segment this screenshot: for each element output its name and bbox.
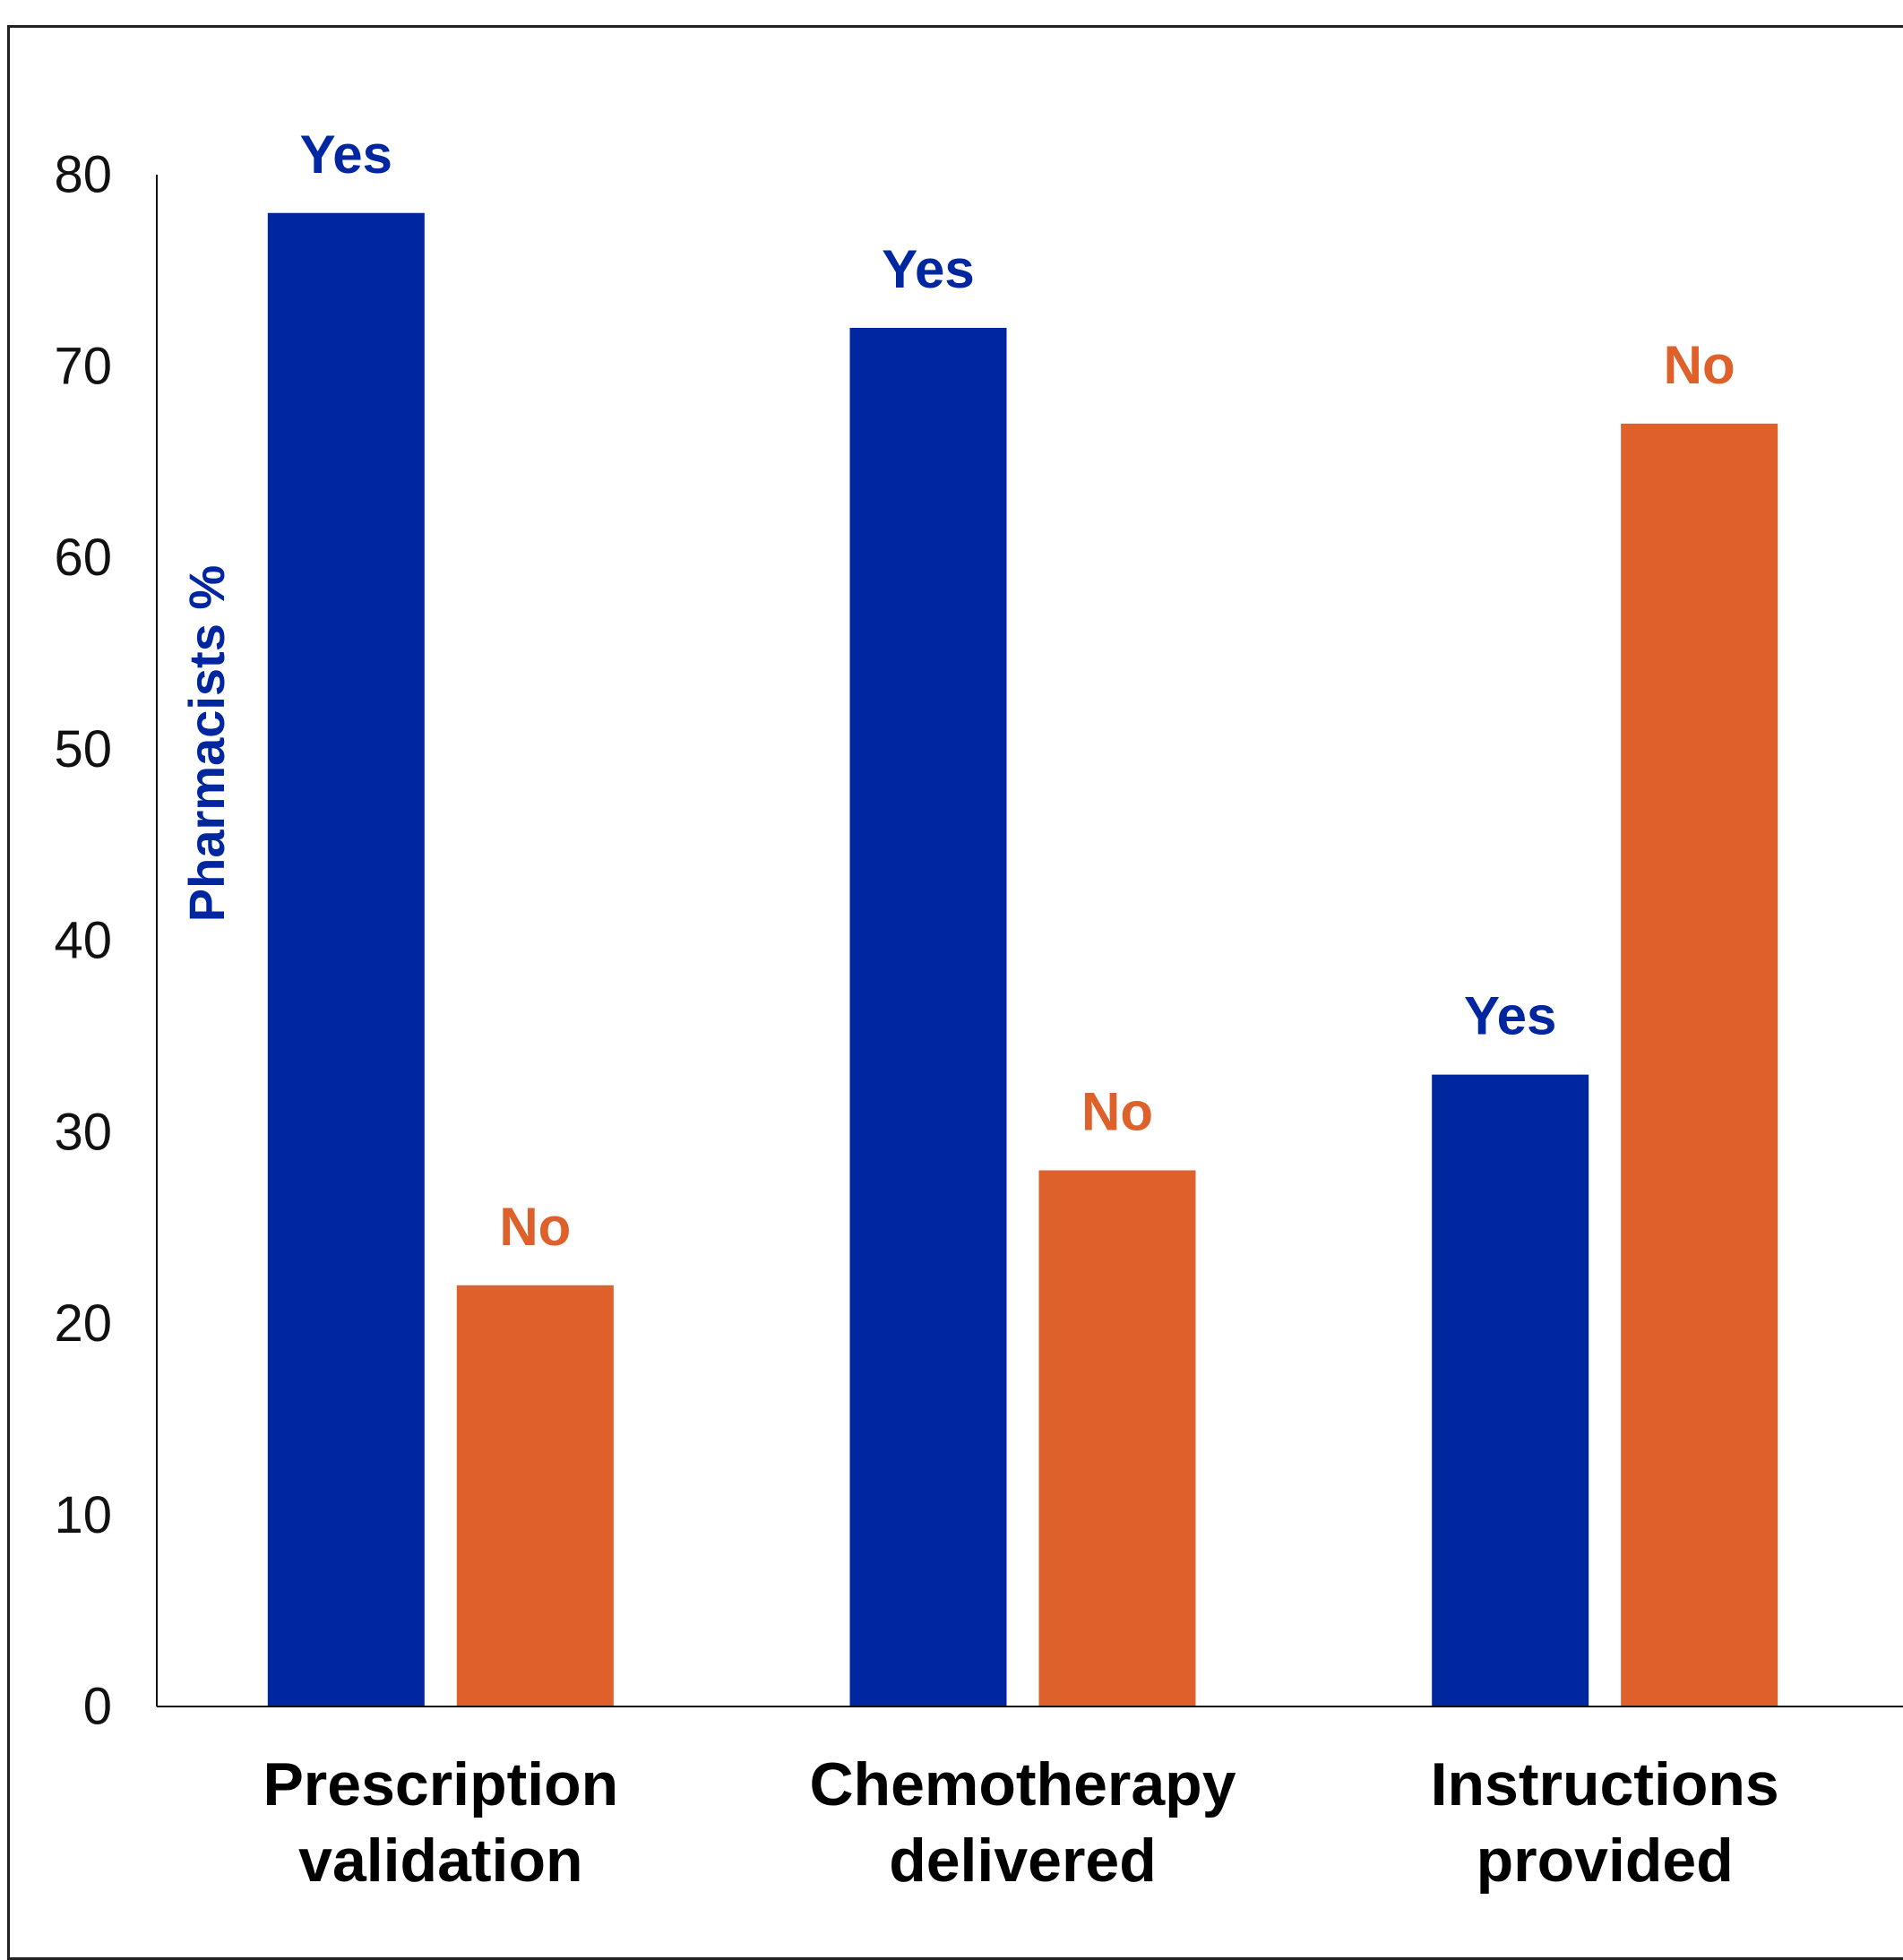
- x-category-label: Prescription: [263, 1750, 618, 1818]
- y-tick-label: 0: [83, 1678, 112, 1736]
- bar-label-no: No: [1664, 335, 1735, 395]
- x-category-label: provided: [1477, 1827, 1734, 1895]
- y-tick-label: 20: [54, 1294, 112, 1353]
- bar-label-yes: Yes: [1464, 986, 1556, 1046]
- bar-label-yes: Yes: [882, 239, 974, 299]
- x-category-label: Chemotherapy: [809, 1750, 1236, 1818]
- bar-label-no: No: [499, 1197, 571, 1257]
- y-tick-label: 40: [54, 912, 112, 970]
- y-tick-label: 50: [54, 720, 112, 778]
- bar-no-2: [1038, 1170, 1196, 1706]
- bar-label-yes: Yes: [300, 125, 392, 185]
- y-axis-title: Pharmacists %: [178, 565, 235, 922]
- y-tick-label: 70: [54, 337, 112, 395]
- y-tick-label: 60: [54, 529, 112, 587]
- bar-yes-2: [849, 328, 1007, 1706]
- bars: [267, 212, 1778, 1706]
- y-tick-label: 80: [54, 146, 112, 204]
- bar-yes-1: [267, 212, 425, 1706]
- y-axis: 0 10 20 30 40 50 60 70 80: [54, 146, 158, 1736]
- bar-label-no: No: [1081, 1082, 1153, 1142]
- x-category-label: delivered: [889, 1827, 1157, 1895]
- y-tick-label: 10: [54, 1486, 112, 1544]
- bar-yes-3: [1432, 1074, 1589, 1706]
- x-category-label: validation: [298, 1827, 582, 1895]
- x-axis: Prescription validation Chemotherapy delive…: [157, 1706, 1903, 1895]
- bar-labels: Yes No Yes No Yes No: [300, 125, 1735, 1257]
- bar-no-3: [1621, 423, 1778, 1706]
- y-tick-label: 30: [54, 1103, 112, 1161]
- bar-no-1: [456, 1285, 614, 1706]
- x-category-label: Instructions: [1431, 1750, 1779, 1818]
